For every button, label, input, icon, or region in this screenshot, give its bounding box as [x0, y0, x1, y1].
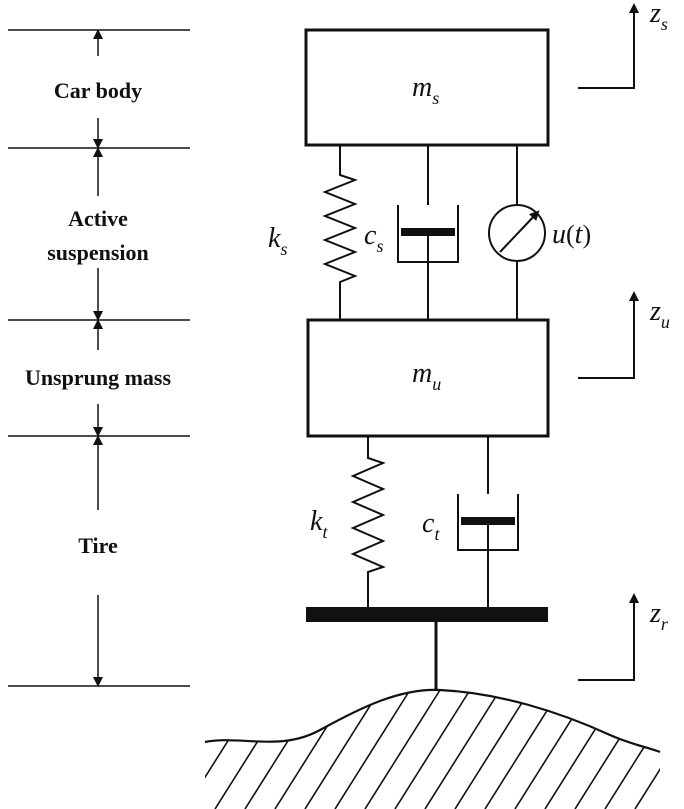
body-displacement-symbol: zs	[649, 0, 668, 34]
body-displacement-arrow	[578, 3, 639, 89]
displacement-indicators	[578, 3, 639, 681]
tire-spring-symbol: kt	[310, 506, 328, 542]
tire-damper-piston	[461, 517, 515, 525]
dimension-scale	[8, 29, 190, 687]
active-suspension-label-line1: Active	[68, 206, 128, 231]
road-profile	[204, 688, 661, 809]
unsprung-mass-label: Unsprung mass	[25, 365, 172, 390]
road-hatching	[205, 689, 660, 809]
tire-spring	[350, 436, 386, 608]
active-suspension-elements	[322, 145, 546, 320]
unsprung-mass-block	[306, 318, 550, 438]
actuator-arrow	[499, 210, 540, 253]
suspension-spring-symbol: ks	[268, 223, 287, 259]
sprung-mass-block	[304, 28, 550, 147]
tire-label: Tire	[78, 533, 118, 558]
wheel-displacement-arrow	[578, 291, 639, 379]
unsprung-mass-symbol: mu	[412, 358, 441, 394]
road-displacement-symbol: zr	[649, 598, 669, 634]
suspension-spring	[322, 145, 358, 320]
active-suspension-label-line2: suspension	[47, 240, 149, 265]
road-displacement-arrow	[578, 593, 639, 681]
suspension-damper-piston	[401, 228, 455, 236]
road-surface-line	[204, 688, 661, 754]
actuator-symbol: u(t)	[552, 219, 591, 250]
tire-elements	[350, 436, 519, 608]
sprung-mass-symbol: ms	[412, 72, 439, 108]
suspension-damper-symbol: cs	[364, 220, 383, 256]
car-body-label: Car body	[54, 78, 142, 103]
road-contact-plate	[306, 607, 548, 622]
wheel-displacement-symbol: zu	[649, 296, 670, 332]
tire-damper-symbol: ct	[422, 508, 440, 544]
